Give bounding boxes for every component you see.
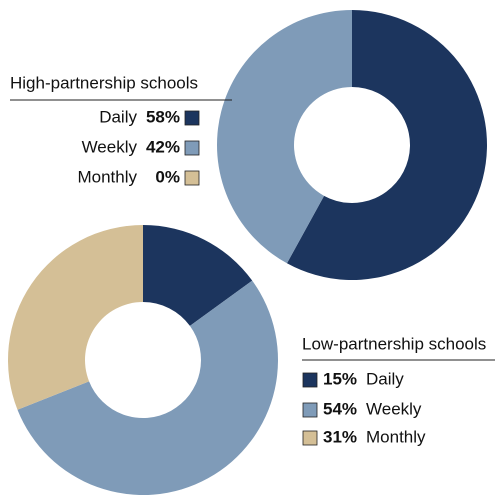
legend-title: High-partnership schools <box>10 73 198 92</box>
data-label: 58% <box>146 107 180 126</box>
legend-swatch <box>184 110 200 126</box>
legend-label: Monthly <box>77 167 137 186</box>
legend-label: Weekly <box>82 137 138 156</box>
donut-slice <box>7 225 144 410</box>
donut-slice <box>286 10 487 280</box>
donut-slice <box>143 225 253 326</box>
legend-label: Daily <box>366 369 404 388</box>
legend-swatch <box>302 402 318 418</box>
legend-swatch <box>302 372 318 388</box>
data-label: 15% <box>323 369 357 388</box>
legend-swatch <box>302 430 318 446</box>
data-label: 54% <box>323 399 357 418</box>
legend-swatch <box>184 170 200 186</box>
donut-slice <box>216 10 352 264</box>
data-label: 31% <box>323 427 357 446</box>
legend-label: Daily <box>99 107 137 126</box>
legend-label: Monthly <box>366 427 426 446</box>
legend-swatch <box>184 140 200 156</box>
legend-label: Weekly <box>366 399 422 418</box>
data-label: 0% <box>155 167 180 186</box>
data-label: 42% <box>146 137 180 156</box>
donut-slice <box>17 280 278 495</box>
legend-title: Low-partnership schools <box>302 334 486 353</box>
